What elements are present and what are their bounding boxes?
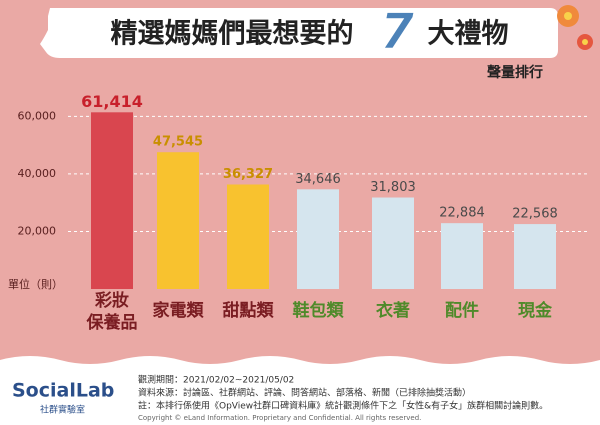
bar bbox=[441, 223, 483, 289]
flower bbox=[582, 39, 588, 45]
footer-note: 註：本排行係使用《OpView社群口碑資料庫》統計觀測條件下之「女性&有子女」族… bbox=[138, 400, 548, 412]
value-label: 61,414 bbox=[81, 92, 143, 111]
x-tick-label: 甜點類 bbox=[222, 301, 274, 321]
x-tick-label: 現金 bbox=[518, 301, 552, 321]
value-label: 47,545 bbox=[153, 135, 203, 150]
y-tick-label: 40,000 bbox=[18, 167, 57, 180]
x-tick-label: 鞋包類 bbox=[292, 301, 344, 321]
chart-title: 精選媽媽們最想要的 bbox=[111, 18, 354, 50]
y-tick-label: 20,000 bbox=[18, 224, 57, 237]
x-tick-label: 彩妝 保養品 bbox=[86, 291, 138, 333]
footer-note: 資料來源：討論區、社群網站、評論、問答網站、部落格、新聞（已排除抽獎活動） bbox=[138, 387, 471, 399]
bar bbox=[157, 152, 199, 289]
title-number: 7 bbox=[380, 3, 415, 61]
bar bbox=[297, 189, 339, 289]
x-tick-label: 家電類 bbox=[152, 301, 204, 321]
flower bbox=[564, 12, 572, 20]
y-tick-label: 60,000 bbox=[18, 109, 57, 122]
value-label: 22,568 bbox=[512, 207, 558, 222]
logo-sub: 社群實驗室 bbox=[40, 404, 85, 416]
bar bbox=[514, 224, 556, 289]
y-axis-label: 單位（則） bbox=[8, 277, 63, 291]
logo: SocialLab 社群實驗室 bbox=[12, 380, 114, 416]
value-label: 31,803 bbox=[370, 180, 416, 195]
title-suffix: 大禮物 bbox=[428, 19, 509, 50]
bar bbox=[372, 197, 414, 289]
footer-note: 觀測期間：2021/02/02~2021/05/02 bbox=[138, 374, 294, 386]
subtitle: 聲量排行 bbox=[487, 64, 543, 81]
logo-text: SocialLab bbox=[12, 380, 114, 402]
bar bbox=[91, 112, 133, 289]
value-label: 36,327 bbox=[223, 167, 273, 182]
value-label: 22,884 bbox=[439, 206, 485, 221]
copyright: Copyright © eLand Information. Proprieta… bbox=[138, 414, 421, 422]
bar bbox=[227, 184, 269, 289]
x-tick-label: 衣著 bbox=[376, 301, 410, 321]
x-tick-label: 配件 bbox=[445, 301, 479, 321]
value-label: 34,646 bbox=[295, 172, 341, 187]
title-banner bbox=[40, 8, 558, 58]
